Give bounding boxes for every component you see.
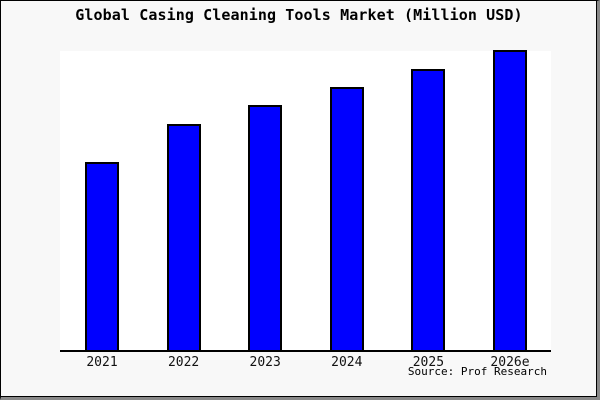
x-tick-2023: 2023 [249, 355, 281, 370]
bar-2026e [493, 50, 527, 350]
x-tick-2026e: 2026e [490, 355, 530, 370]
bar-2023 [248, 104, 283, 350]
x-tick-2024: 2024 [331, 355, 363, 370]
x-tick-2022: 2022 [167, 355, 200, 370]
bar-2024 [329, 86, 364, 350]
x-tick-2025: 2025 [412, 355, 445, 370]
source-caption: Source: Prof Research [407, 365, 547, 378]
bar-2022 [166, 124, 201, 350]
plot-area [60, 50, 551, 352]
chart-title: Global Casing Cleaning Tools Market (Mil… [75, 6, 523, 24]
bar-2021 [85, 161, 119, 350]
bar-2025 [411, 68, 446, 350]
x-tick-2021: 2021 [86, 355, 118, 370]
